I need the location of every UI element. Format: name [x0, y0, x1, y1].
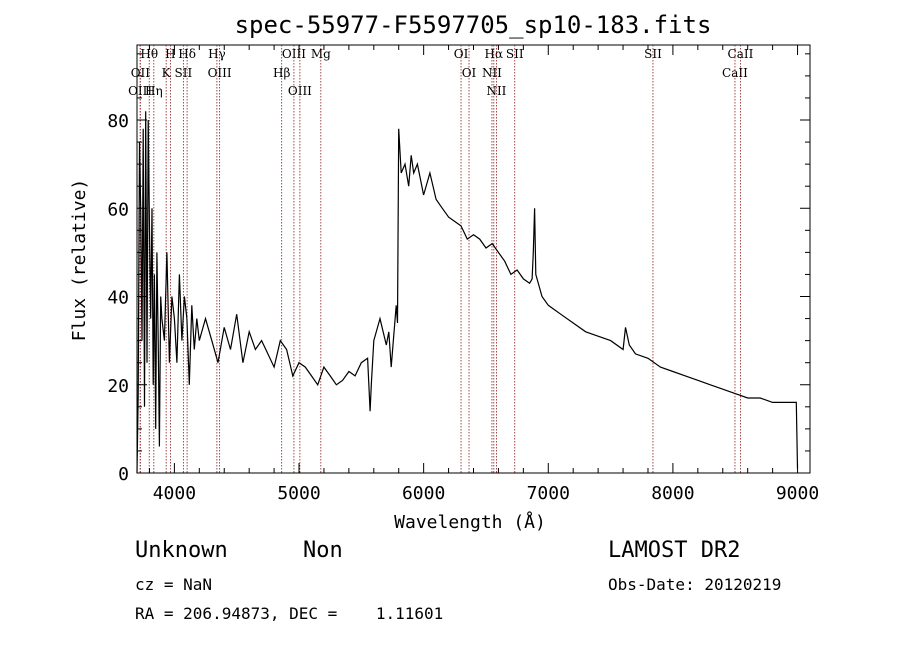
spectral-line-label: NII [482, 66, 502, 80]
x-tick-label: 4000 [153, 483, 196, 504]
y-tick-label: 60 [107, 199, 129, 220]
spectral-line-label: SII [644, 47, 662, 61]
spectral-line-label: OIII [288, 84, 312, 98]
spectral-line-label: OI [454, 47, 469, 61]
x-axis-label: Wavelength (Å) [394, 511, 546, 533]
survey-label: LAMOST DR2 [608, 538, 741, 563]
spectral-line-label: SII [506, 47, 524, 61]
y-tick-label: 0 [118, 464, 129, 485]
spectral-line-label: Mg [311, 47, 331, 61]
y-axis-label: Flux (relative) [69, 179, 90, 342]
chart-title: spec-55977-F5597705_sp10-183.fits [235, 11, 712, 39]
redshift-label: cz = NaN [135, 575, 213, 594]
spectral-line-label: Hβ [273, 66, 290, 80]
plot-frame [136, 44, 811, 474]
spectral-line-label: CaII [728, 47, 754, 61]
spectral-line-label: Hδ [178, 47, 196, 61]
spectral-line-label: Hγ [208, 47, 226, 61]
spectral-line-label: Hα [485, 47, 504, 61]
radec-label: RA = 206.94873, DEC = 1.11601 [135, 604, 444, 623]
y-tick-label: 80 [107, 111, 129, 132]
y-tick-label: 20 [107, 376, 129, 397]
spectral-line-label: H [165, 47, 175, 61]
spectral-line-label: Hη [145, 84, 163, 98]
classification-label: Unknown [135, 538, 228, 563]
obs-date-label: Obs-Date: 20120219 [608, 575, 782, 594]
spectral-line-label: K [162, 66, 172, 80]
spectral-line-label: SII [175, 66, 193, 80]
spectral-line-label: OIII [282, 47, 306, 61]
spectral-line-label: OIII [128, 84, 152, 98]
x-tick-label: 7000 [527, 483, 570, 504]
x-tick-label: 8000 [651, 483, 694, 504]
spectral-line-label: CaII [722, 66, 748, 80]
y-tick-label: 40 [107, 288, 129, 309]
spectral-line-label: OIII [208, 66, 232, 80]
subclass-label: Non [303, 538, 343, 563]
x-tick-label: 9000 [776, 483, 819, 504]
x-tick-label: 6000 [402, 483, 445, 504]
axis-ticks: 4000 5000 6000 7000 8000 9000 0 20 40 60 80 [107, 45, 819, 504]
spectrum-line [136, 111, 799, 474]
spectral-line-label: NII [486, 84, 506, 98]
spectral-line-label: OI [462, 66, 477, 80]
x-tick-label: 5000 [277, 483, 320, 504]
